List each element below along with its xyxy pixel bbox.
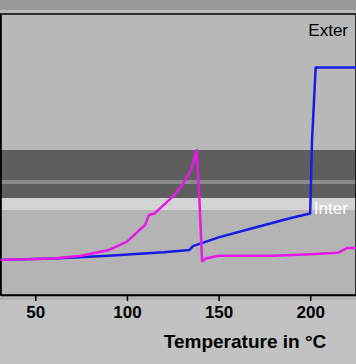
x-tick-label: 50 [26, 303, 45, 322]
background [0, 0, 356, 364]
x-axis-line [1, 295, 356, 297]
y-axis-line [0, 15, 2, 296]
x-tick-mark [310, 295, 312, 301]
chart: 50 100 150 200 Temperature in °C Exter Inter [0, 0, 356, 364]
x-tick-label: 200 [297, 303, 325, 322]
x-tick: 150 [205, 295, 233, 322]
background-band [0, 180, 356, 184]
background-band [0, 0, 356, 10]
x-tick-label: 100 [113, 303, 141, 322]
series-line [1, 150, 356, 261]
x-axis-title: Temperature in °C [164, 331, 327, 352]
x-tick-mark [35, 295, 37, 301]
x-tick-label: 150 [205, 303, 233, 322]
x-axis: 50 100 150 200 [1, 295, 356, 322]
plot-frame [1, 14, 356, 295]
x-tick: 200 [297, 295, 325, 322]
background-band [0, 10, 356, 150]
annotation: Inter [314, 199, 348, 218]
y-axis [1, 15, 2, 296]
x-tick-mark [127, 295, 129, 301]
series-line [1, 67, 356, 259]
annotation: Exter [308, 21, 348, 40]
lines [1, 67, 356, 261]
x-tick-mark [218, 295, 220, 301]
background-band [0, 300, 356, 364]
x-tick: 100 [113, 295, 141, 322]
background-band [0, 198, 356, 210]
x-tick: 50 [26, 295, 45, 322]
